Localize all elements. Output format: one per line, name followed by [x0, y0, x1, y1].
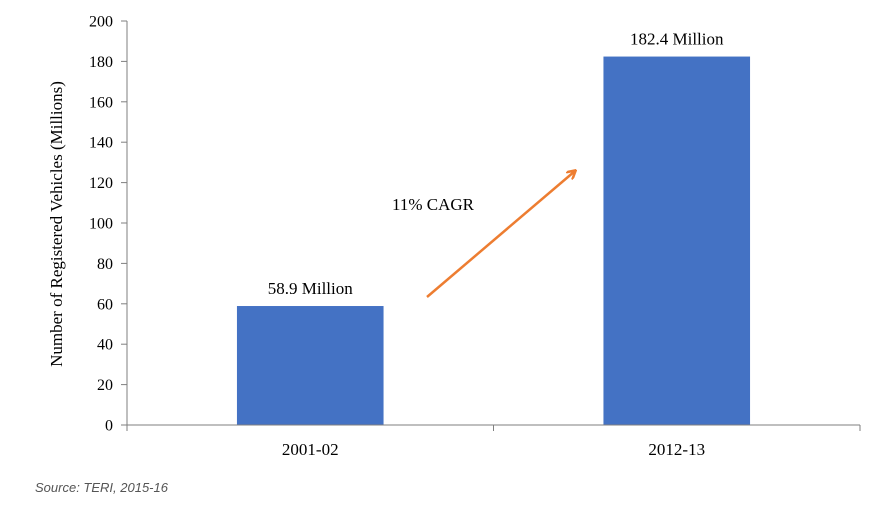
data-label: 58.9 Million [268, 279, 354, 298]
cagr-arrow [426, 171, 575, 298]
bar-2001-02 [236, 306, 384, 425]
y-tick-label: 200 [89, 14, 113, 31]
x-axis-ticks [126, 425, 861, 431]
data-labels: 58.9 Million 182.4 Million [268, 30, 724, 298]
bar-chart: Number of Registered Vehicles (Millions)… [47, 14, 861, 459]
y-tick-label: 40 [97, 337, 113, 354]
bar-2012-13 [603, 56, 751, 425]
bars [236, 56, 751, 425]
x-axis-labels: 2001-02 2012-13 [282, 440, 705, 459]
y-tick-label: 80 [97, 256, 113, 273]
y-axis-label: Number of Registered Vehicles (Millions) [47, 81, 66, 367]
y-axis-ticks: 0 20 40 60 80 100 120 140 160 180 200 [89, 14, 127, 435]
data-label: 182.4 Million [630, 30, 724, 49]
y-tick-label: 140 [89, 135, 113, 152]
y-tick-label: 20 [97, 377, 113, 394]
x-tick-label: 2001-02 [282, 440, 339, 459]
y-tick-label: 180 [89, 54, 113, 71]
y-tick-label: 120 [89, 175, 113, 192]
source-note: Source: TERI, 2015-16 [35, 480, 168, 495]
y-tick-label: 160 [89, 94, 113, 111]
y-tick-label: 0 [105, 418, 113, 435]
y-tick-label: 100 [89, 216, 113, 233]
y-tick-label: 60 [97, 296, 113, 313]
x-tick-label: 2012-13 [648, 440, 705, 459]
cagr-annotation: 11% CAGR [392, 195, 475, 214]
